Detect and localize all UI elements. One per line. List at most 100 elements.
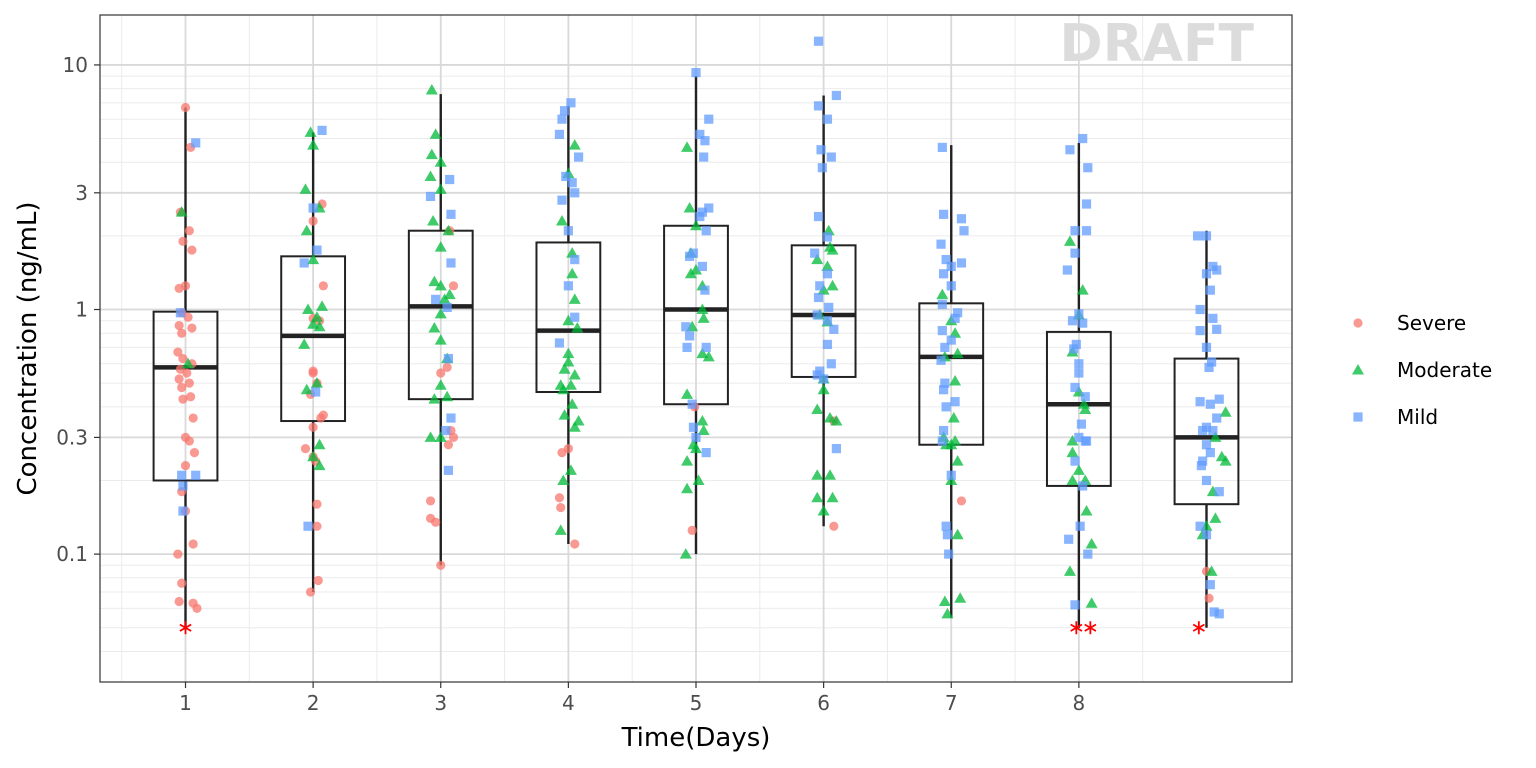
point-mild: [1209, 607, 1219, 617]
point-mild: [813, 211, 824, 222]
point-severe: [300, 444, 311, 454]
point-mild: [822, 339, 833, 350]
point-moderate: [568, 293, 581, 304]
point-moderate: [443, 288, 456, 300]
point-severe: [192, 603, 202, 613]
blq-stroke: [1192, 623, 1205, 632]
point-moderate: [692, 474, 705, 485]
point-severe: [570, 539, 580, 549]
point-severe: [1204, 593, 1214, 603]
point-mild: [700, 285, 710, 295]
point-mild: [822, 269, 833, 279]
legend-label: Moderate: [1397, 358, 1492, 382]
point-mild: [191, 470, 201, 480]
point-moderate: [681, 388, 694, 399]
point-moderate: [1066, 446, 1079, 458]
legend: Severe Moderate Mild: [1352, 311, 1492, 429]
blq-asterisk: [1192, 621, 1205, 635]
point-mild: [701, 226, 711, 236]
point-mild: [682, 342, 692, 353]
point-severe: [188, 413, 198, 423]
point-mild: [1070, 226, 1080, 236]
point-severe: [184, 378, 194, 388]
point-mild: [312, 245, 322, 255]
point-mild: [442, 302, 452, 313]
point-severe: [174, 374, 184, 384]
point-moderate: [554, 524, 567, 535]
point-moderate: [683, 202, 696, 213]
point-mild: [813, 101, 824, 111]
box-iqr: [407, 229, 474, 401]
point-moderate: [562, 347, 575, 359]
blq-stroke: [179, 623, 192, 632]
point-mild: [573, 152, 584, 162]
point-moderate: [1209, 431, 1222, 442]
point-moderate: [826, 244, 839, 255]
point-severe: [173, 549, 183, 559]
point-mild: [956, 258, 967, 268]
point-moderate: [949, 327, 962, 338]
point-mild: [822, 316, 833, 326]
point-mild: [1201, 475, 1212, 486]
point-severe: [184, 226, 194, 236]
point-moderate: [830, 415, 843, 426]
x-tick-label: 7: [945, 691, 958, 715]
point-moderate: [429, 128, 442, 139]
point-mild: [1081, 199, 1092, 209]
point-moderate: [562, 314, 575, 326]
point-mild: [441, 425, 451, 436]
point-mild: [822, 232, 833, 242]
point-moderate: [1063, 565, 1076, 576]
point-mild: [819, 374, 829, 384]
point-mild: [299, 258, 309, 268]
point-moderate: [954, 592, 967, 603]
point-severe: [557, 448, 567, 458]
point-mild: [1069, 344, 1079, 354]
point-mild: [1192, 231, 1203, 241]
point-moderate: [564, 464, 577, 475]
point-moderate: [434, 334, 447, 345]
point-mild: [1205, 448, 1215, 458]
point-mild: [1208, 313, 1218, 323]
point-moderate: [1076, 284, 1089, 295]
point-mild: [1081, 226, 1092, 236]
point-mild: [1075, 521, 1085, 531]
point-moderate: [427, 215, 440, 226]
point-mild: [567, 178, 577, 188]
point-severe: [448, 281, 459, 291]
point-mild: [443, 353, 454, 364]
point-severe: [956, 496, 967, 506]
x-axis-ticks: 1 2 3 4 5 6 7 8: [179, 682, 1085, 715]
point-severe: [188, 539, 198, 549]
point-moderate: [690, 442, 702, 454]
point-moderate: [307, 318, 320, 329]
point-moderate: [684, 267, 697, 279]
point-severe: [436, 560, 446, 570]
point-mild: [1083, 163, 1093, 173]
point-mild: [1201, 342, 1212, 353]
point-moderate: [568, 139, 581, 150]
point-mild: [557, 114, 567, 124]
point-mild: [937, 436, 947, 446]
point-severe: [180, 281, 191, 291]
point-mild: [443, 465, 454, 475]
point-mild: [1205, 399, 1215, 409]
point-mild: [941, 254, 951, 265]
point-mild: [685, 331, 695, 341]
point-severe: [308, 368, 318, 378]
point-moderate: [298, 338, 311, 349]
point-moderate: [824, 469, 837, 480]
point-mild: [956, 214, 967, 224]
x-tick-label: 5: [690, 691, 703, 715]
point-moderate: [1072, 464, 1085, 475]
point-mild: [446, 258, 456, 268]
legend-label: Severe: [1397, 311, 1466, 335]
point-moderate: [428, 393, 441, 404]
point-moderate: [811, 491, 824, 503]
point-moderate: [821, 260, 834, 271]
point-severe: [178, 353, 188, 364]
point-mild: [681, 322, 691, 332]
point-mild: [1214, 394, 1224, 404]
point-mild: [829, 324, 839, 334]
point-moderate: [425, 148, 438, 160]
